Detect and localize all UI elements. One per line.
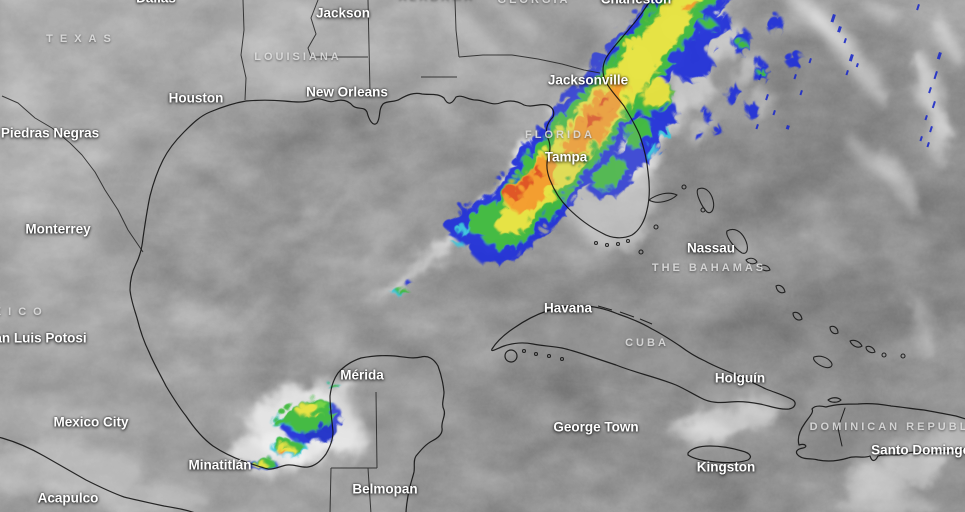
- haiti-dr-border: [837, 407, 846, 447]
- yucatan-state-border: [329, 391, 378, 512]
- radar-red-cells: [502, 94, 607, 198]
- al-ga-border: [454, 0, 460, 58]
- isla-juventud: [504, 349, 518, 363]
- ga-fl-border: [458, 54, 601, 74]
- rio-grande-border: [1, 95, 144, 253]
- ms-river-border: [307, 0, 368, 58]
- mainland-coast: [0, 0, 651, 512]
- cuba-coast: [491, 305, 796, 410]
- tx-la-border: [240, 0, 247, 101]
- radar-speck-field: [755, 4, 942, 148]
- radar-layer: [244, 0, 798, 467]
- border-layer: [1, 0, 601, 512]
- island-outline-layer: [521, 184, 906, 369]
- jamaica-coast: [687, 445, 752, 464]
- hispaniola-coast: [795, 403, 965, 462]
- ms-al-border: [367, 0, 371, 93]
- tortuga-island: [827, 397, 842, 403]
